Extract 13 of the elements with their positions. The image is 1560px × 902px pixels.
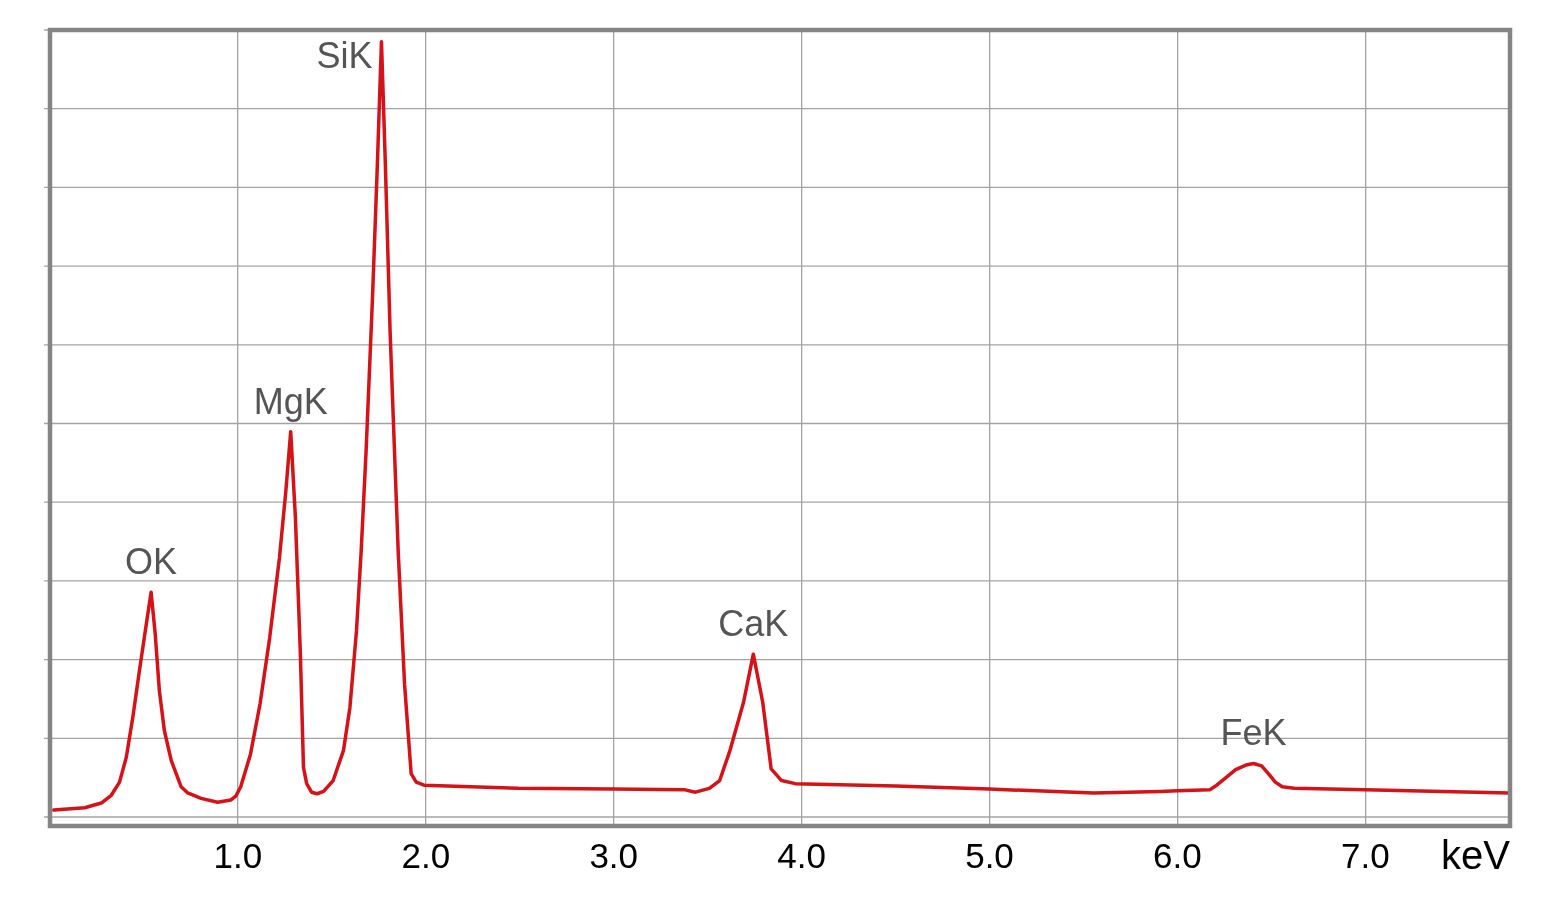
x-axis-title: keV (1441, 833, 1511, 878)
x-tick-label: 7.0 (1340, 835, 1390, 875)
x-tick-label: 6.0 (1153, 835, 1202, 875)
x-tick-label: 3.0 (589, 835, 639, 875)
x-tick-label: 5.0 (965, 835, 1014, 875)
annotation: CaK (718, 603, 789, 645)
x-tick-label: 2.0 (401, 835, 451, 875)
annotation: MgK (253, 380, 328, 422)
x-tick-label: 4.0 (777, 835, 826, 875)
x-tick-label: 1.0 (213, 835, 263, 875)
annotation: FeK (1220, 712, 1287, 754)
annotation: SiK (316, 35, 373, 76)
annotation: OK (125, 541, 178, 583)
